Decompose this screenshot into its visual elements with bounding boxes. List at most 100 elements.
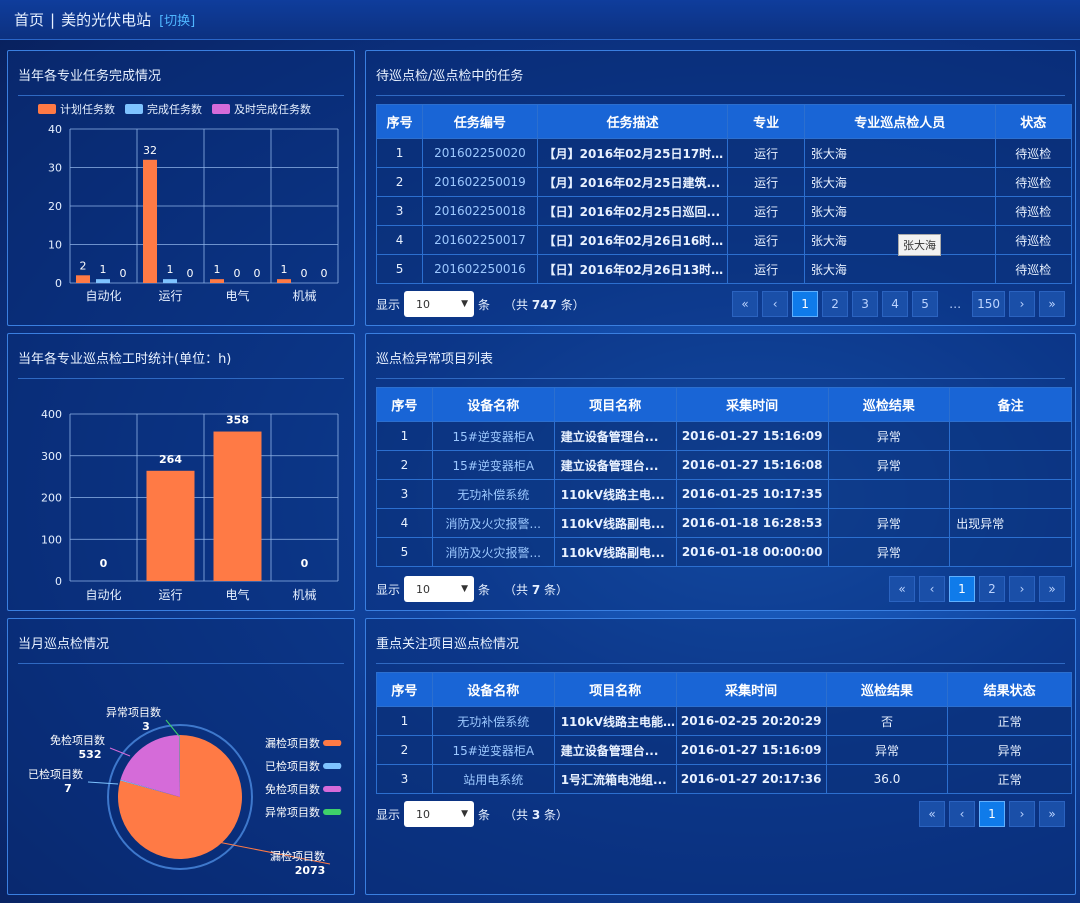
table-cell: 待巡检: [994, 225, 1073, 255]
table-cell: 2016-01-27 15:16:09: [675, 735, 827, 765]
column-header[interactable]: 专业: [727, 104, 805, 139]
column-header[interactable]: 项目名称: [553, 387, 677, 422]
column-header[interactable]: 状态: [994, 104, 1073, 139]
column-header[interactable]: 采集时间: [675, 387, 829, 422]
x-tick-label: 自动化: [85, 289, 121, 303]
column-header[interactable]: 结果状态: [947, 672, 1072, 707]
page-button[interactable]: 1: [979, 801, 1005, 827]
data-label: 1: [167, 263, 174, 276]
page-size-unit: 条: [478, 582, 491, 597]
total-count: （共 747 条）: [504, 297, 585, 312]
pie-ring: [107, 724, 253, 870]
page-size-select[interactable]: 10 ▼: [404, 801, 475, 827]
page-button[interactable]: «: [732, 291, 759, 317]
page-size-label: 显示: [376, 297, 401, 312]
page-button[interactable]: «: [919, 801, 945, 827]
page-button[interactable]: ›: [1009, 801, 1035, 827]
table-cell: 2: [376, 735, 433, 765]
column-header[interactable]: 任务描述: [536, 104, 729, 139]
column-header[interactable]: 设备名称: [431, 387, 555, 422]
page-size-value: 10: [416, 807, 431, 821]
table-row[interactable]: 1 15#逆变器柜A 建立设备管理台... 2016-01-27 15:16:09 异常: [376, 421, 1072, 451]
page-button[interactable]: 1: [949, 576, 975, 602]
table-row[interactable]: 4 消防及火灾报警... 110kV线路副电... 2016-01-18 16:28:…: [376, 508, 1072, 538]
pie-leader-line: [217, 841, 331, 865]
page-button[interactable]: «: [889, 576, 915, 602]
table-row[interactable]: 3 无功补偿系统 110kV线路主电... 2016-01-25 10:17:35: [376, 479, 1072, 509]
column-header[interactable]: 采集时间: [675, 672, 827, 707]
legend-swatch: [323, 786, 342, 792]
chevron-down-icon: ▼: [461, 809, 469, 819]
page-button[interactable]: 1: [792, 291, 819, 317]
panel-title: 当年各专业巡点检工时统计(单位：h): [18, 352, 232, 367]
divider: [18, 663, 344, 664]
table-row[interactable]: 5 201602250016 【日】2016年02月26日13时1... 运行 张大海待…: [375, 254, 1073, 284]
table-cell: 2: [376, 450, 433, 480]
table-cell: 正常: [947, 706, 1072, 736]
page-button[interactable]: ‹: [919, 576, 945, 602]
column-header[interactable]: 巡检结果: [827, 387, 951, 422]
table-cell: 1: [376, 706, 433, 736]
page-size-label: 显示: [376, 807, 401, 822]
table-row[interactable]: 3 201602250018 【日】2016年02月25日巡回... 运行 张大海 待巡检: [375, 196, 1073, 226]
table-cell: 201602250020: [422, 138, 538, 168]
chevron-down-icon: ▼: [461, 299, 469, 309]
page-size-select[interactable]: 10 ▼: [404, 291, 475, 317]
legend-label: 及时完成任务数: [234, 103, 311, 116]
switch-station-link[interactable]: [切换]: [159, 14, 196, 29]
table-row[interactable]: 1 无功补偿系统 110kV线路主电能... 2016-02-25 20:20:29 否…: [376, 706, 1072, 736]
table-row[interactable]: 2 201602250019 【月】2016年02月25日建筑... 运行 张大海 待巡检: [375, 167, 1073, 197]
column-header[interactable]: 设备名称: [431, 672, 555, 707]
page-button[interactable]: »: [1039, 576, 1065, 602]
page-size-select[interactable]: 10 ▼: [404, 576, 475, 602]
table-cell: 15#逆变器柜A: [431, 735, 555, 765]
page-button[interactable]: 4: [882, 291, 909, 317]
pie-value: 3: [142, 720, 150, 733]
panel-title: 巡点检异常项目列表: [376, 352, 494, 367]
panel-key-items: 重点关注项目巡点检情况 序号 设备名称 项目名称 采集时间 巡检结果 结果状态 1 无功补偿系…: [365, 618, 1076, 895]
table-cell: 消防及火灾报警...: [431, 537, 555, 567]
page-button[interactable]: ›: [1009, 576, 1035, 602]
page-button[interactable]: ›: [1009, 291, 1035, 317]
divider: [18, 378, 344, 379]
page-button[interactable]: 2: [979, 576, 1005, 602]
bar: [143, 159, 157, 283]
table-cell: 110kV线路副电...: [553, 508, 677, 538]
table-row[interactable]: 1 201602250020 【月】2016年02月25日17时1... 运行 张大海待…: [375, 138, 1073, 168]
table-cell: 2016-01-18 16:28:53: [675, 508, 829, 538]
column-header[interactable]: 项目名称: [553, 672, 677, 707]
column-header[interactable]: 序号: [375, 104, 424, 139]
table-cell: 站用电系统: [431, 764, 555, 794]
page-button[interactable]: ‹: [762, 291, 789, 317]
table-cell: [949, 537, 1072, 567]
page-button[interactable]: 2: [822, 291, 849, 317]
nav-home[interactable]: 首页: [14, 11, 45, 29]
table-cell: 张大海: [803, 196, 996, 226]
column-header[interactable]: 专业巡点检人员: [803, 104, 996, 139]
page-button[interactable]: 5: [912, 291, 939, 317]
table-cell: 201602250016: [422, 254, 538, 284]
column-header[interactable]: 巡检结果: [825, 672, 949, 707]
divider: [18, 95, 344, 96]
y-tick-label: 30: [48, 162, 62, 175]
pie-label: 已检项目数: [28, 767, 83, 781]
column-header[interactable]: 任务编号: [422, 104, 538, 139]
table-row[interactable]: 2 15#逆变器柜A 建立设备管理台... 2016-01-27 15:16:09 异常…: [376, 735, 1072, 765]
legend-swatch: [323, 740, 342, 746]
table-row[interactable]: 3 站用电系统 1号汇流箱电池组... 2016-01-27 20:17:36 36.0…: [376, 764, 1072, 794]
table-cell: 5: [376, 537, 433, 567]
table-row[interactable]: 5 消防及火灾报警... 110kV线路副电... 2016-01-18 00:00:…: [376, 537, 1072, 567]
page-button[interactable]: 150: [972, 291, 1005, 317]
data-label: 0: [301, 267, 308, 280]
page-button[interactable]: »: [1039, 801, 1065, 827]
column-header[interactable]: 序号: [376, 672, 433, 707]
table-row[interactable]: 2 15#逆变器柜A 建立设备管理台... 2016-01-27 15:16:08 异常: [376, 450, 1072, 480]
column-header[interactable]: 备注: [949, 387, 1072, 422]
table-cell: [949, 450, 1072, 480]
page-button[interactable]: ‹: [949, 801, 975, 827]
table-row[interactable]: 4 201602250017 【日】2016年02月26日16时1... 运行 张大海 待…: [375, 225, 1073, 255]
page-button[interactable]: 3: [852, 291, 879, 317]
bar: [277, 279, 291, 283]
column-header[interactable]: 序号: [376, 387, 433, 422]
page-button[interactable]: »: [1039, 291, 1065, 317]
